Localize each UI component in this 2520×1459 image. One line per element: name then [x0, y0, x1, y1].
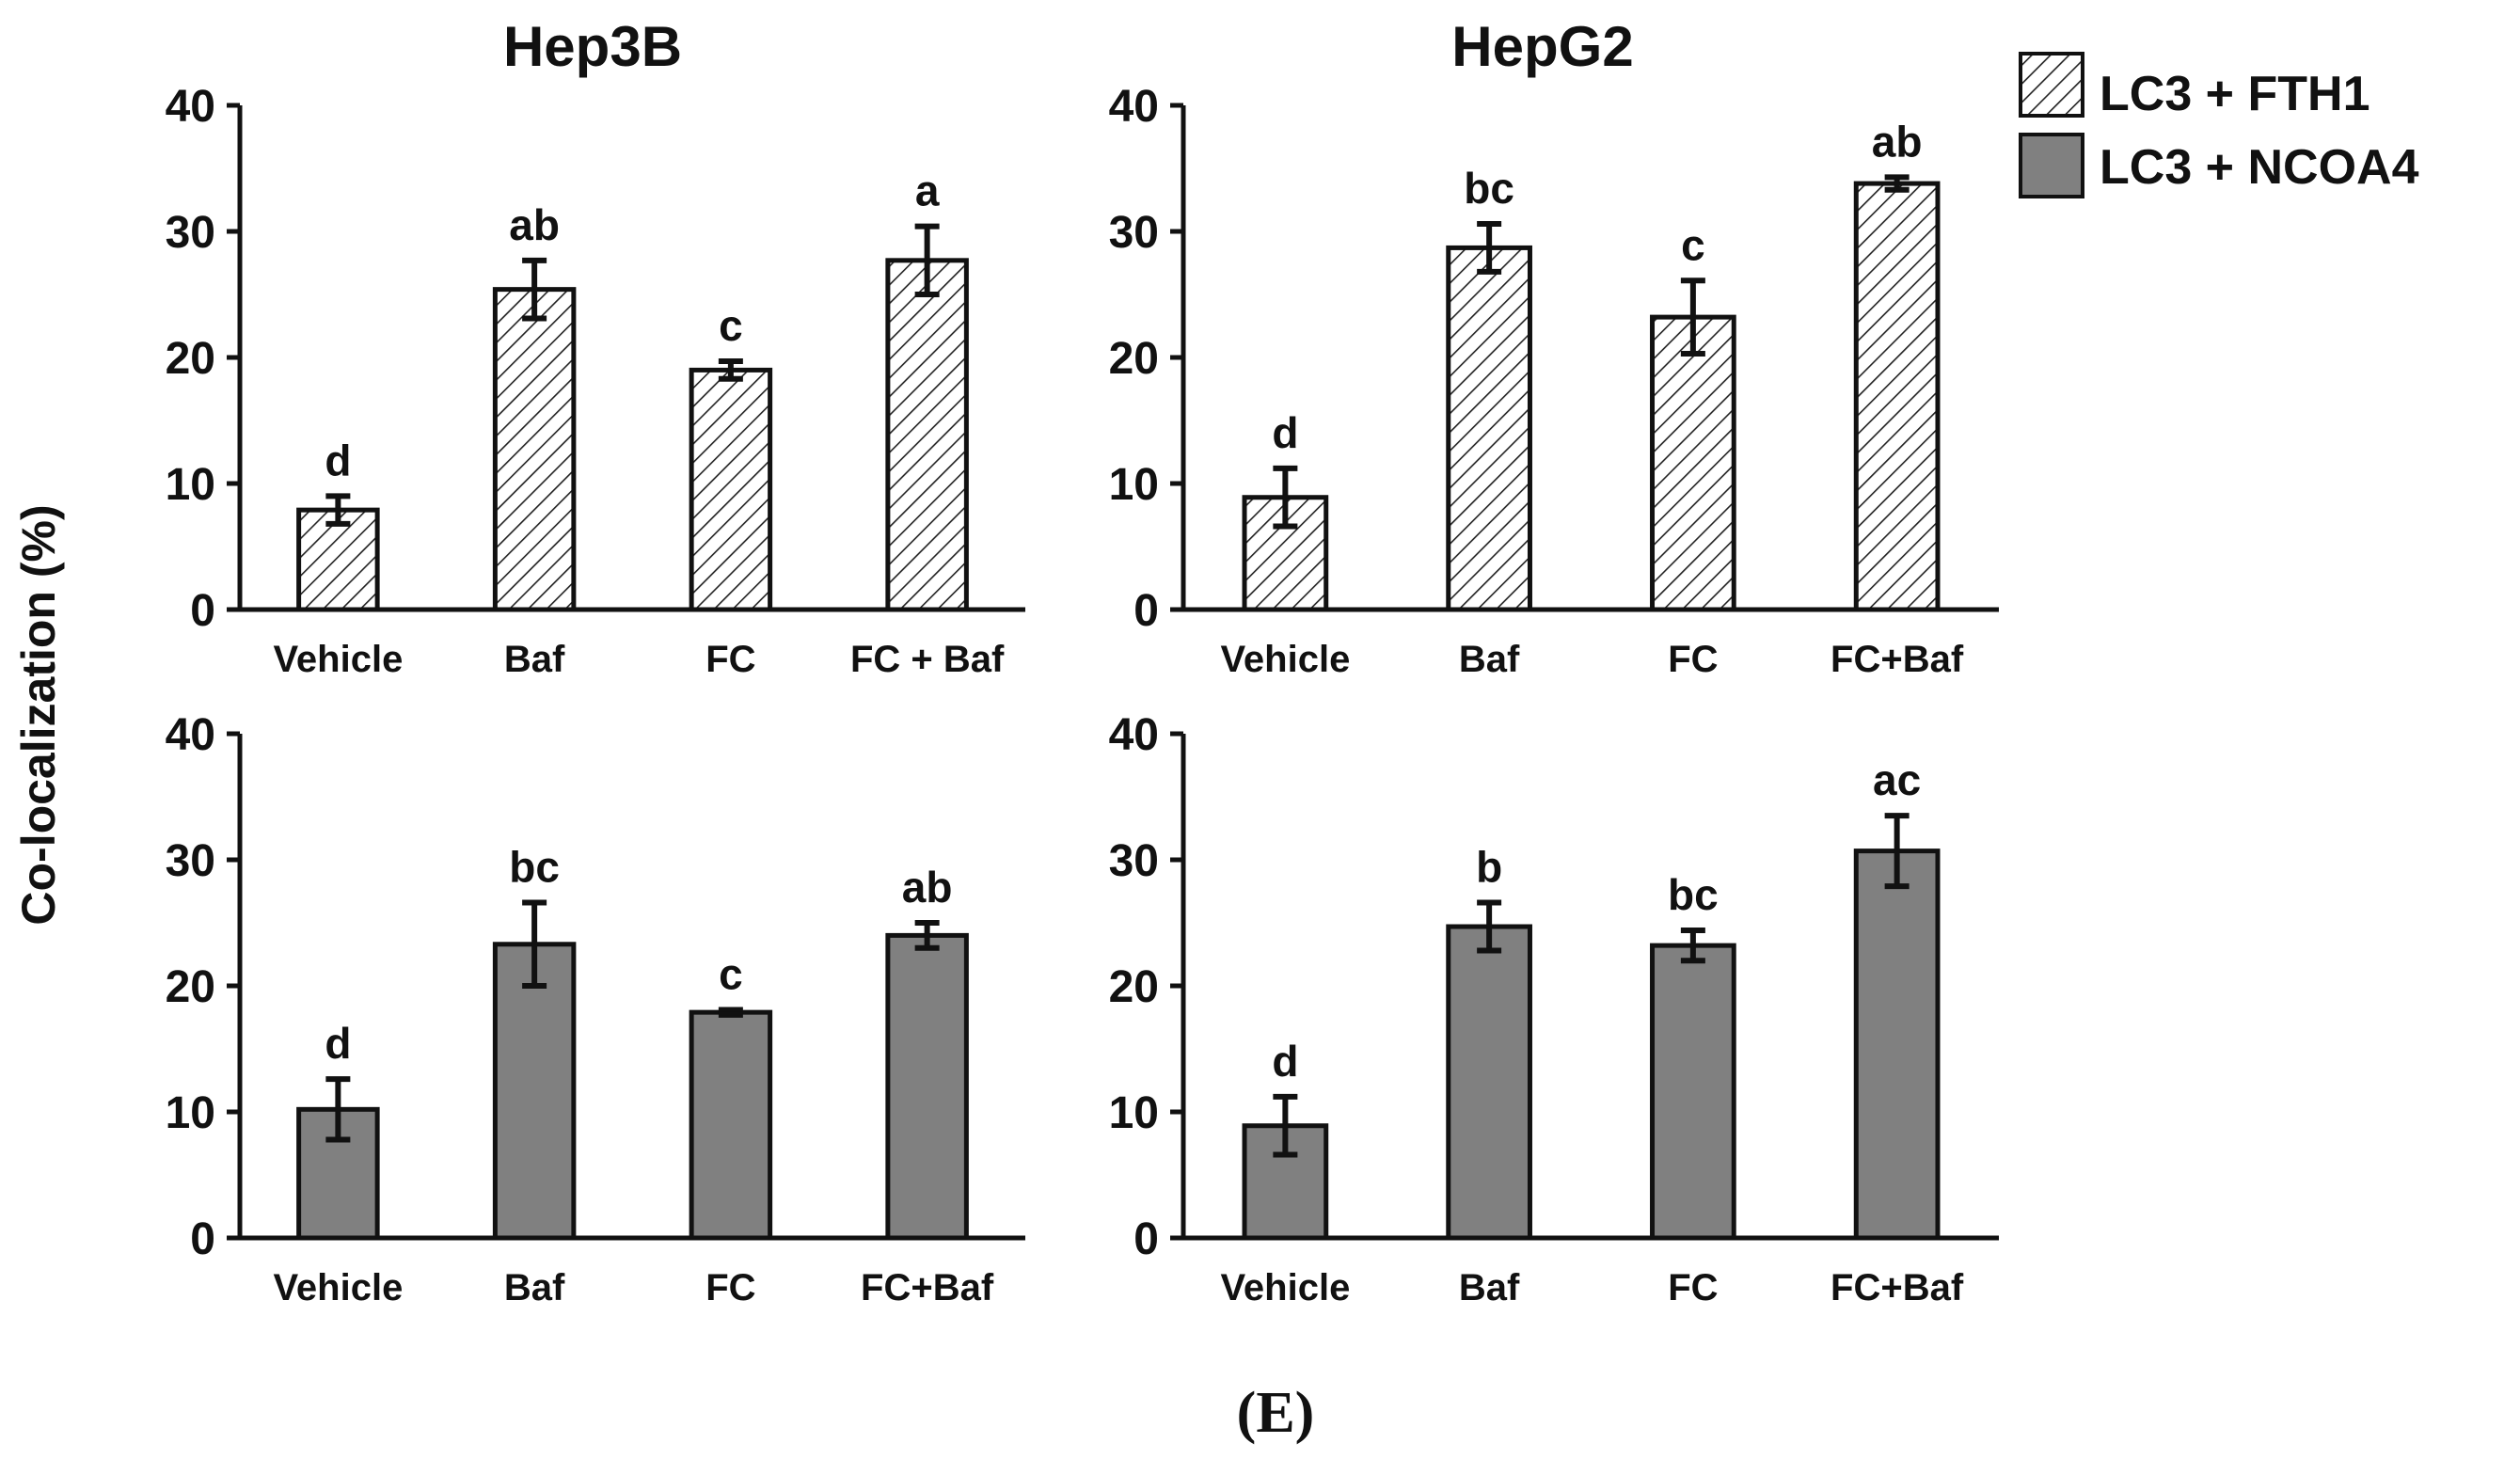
panel-label: (E): [1237, 1381, 1315, 1445]
x-category-label: FC: [705, 1267, 755, 1308]
y-tick-label: 10: [1109, 460, 1159, 510]
x-category-label: Vehicle: [273, 1267, 403, 1308]
significance-label: c: [719, 301, 743, 350]
significance-label: ab: [902, 863, 953, 912]
significance-label: b: [1476, 843, 1502, 892]
y-tick-label: 30: [166, 208, 215, 258]
significance-label: d: [325, 1019, 351, 1068]
y-tick-label: 0: [190, 1214, 215, 1264]
bar-baf: [1446, 245, 1532, 612]
x-category-label: FC: [1668, 1267, 1718, 1308]
chart-panel-bottom-right: 0 10 20 30 40 d Vehicle b Baf bc FC ac FC+Baf: [1109, 710, 1999, 1308]
y-tick-label: 0: [190, 586, 215, 636]
y-tick-label: 10: [166, 1088, 215, 1138]
y-tick-label: 10: [1109, 1088, 1159, 1138]
x-category-label: FC+Baf: [1831, 639, 1964, 680]
x-category-label: FC+Baf: [861, 1267, 994, 1308]
significance-label: c: [719, 949, 743, 998]
y-tick-label: 0: [1133, 586, 1159, 636]
bar-baf: [1446, 924, 1532, 1241]
y-tick-label: 20: [1109, 962, 1159, 1012]
y-tick-label: 40: [1109, 710, 1159, 760]
significance-label: c: [1681, 220, 1705, 269]
bar-fc-baf: [1853, 181, 1941, 612]
bar-baf: [492, 287, 577, 612]
x-category-label: FC: [1668, 639, 1718, 680]
x-category-label: Vehicle: [1220, 639, 1350, 680]
significance-label: ab: [509, 200, 560, 249]
bar-fc-baf: [1853, 848, 1941, 1241]
x-category-label: FC + Baf: [850, 639, 1005, 680]
y-tick-label: 20: [1109, 334, 1159, 384]
x-category-label: FC: [705, 639, 755, 680]
y-tick-label: 20: [166, 962, 215, 1012]
significance-label: d: [1272, 1037, 1298, 1086]
y-tick-label: 30: [166, 836, 215, 886]
significance-label: ac: [1873, 755, 1921, 804]
x-category-label: Baf: [504, 1267, 565, 1308]
y-axis-label: Co-localization (%): [12, 504, 65, 925]
legend-swatch-ncoa4: [2019, 133, 2084, 198]
bar-fc-baf: [885, 932, 969, 1241]
bar-fc: [1650, 314, 1736, 612]
x-category-label: FC+Baf: [1831, 1267, 1964, 1308]
legend-label-fth1: LC3 + FTH1: [2100, 67, 2370, 121]
chart-panel-top-right: HepG2 0 10 20 30 40 d Vehicle bc Baf c FC ab FC+Baf: [1109, 15, 1999, 680]
significance-label: bc: [1668, 870, 1719, 919]
significance-label: a: [915, 167, 940, 215]
x-category-label: Baf: [1459, 1267, 1520, 1308]
x-category-label: Vehicle: [1220, 1267, 1350, 1308]
legend-label-ncoa4: LC3 + NCOA4: [2100, 140, 2419, 195]
panel-title: Hep3B: [503, 15, 682, 78]
y-tick-label: 10: [166, 460, 215, 510]
y-tick-label: 20: [166, 334, 215, 384]
legend-swatch-fth1: [2019, 52, 2084, 118]
panel-title: HepG2: [1451, 15, 1633, 78]
x-category-label: Baf: [1459, 639, 1520, 680]
chart-panel-bottom-left: 0 10 20 30 40 d Vehicle bc Baf c FC ab FC+Baf: [166, 710, 1025, 1308]
y-tick-label: 40: [166, 710, 215, 760]
bar-fc: [689, 367, 773, 612]
bar-fc: [689, 1009, 773, 1241]
y-tick-label: 30: [1109, 208, 1159, 258]
legend: LC3 + FTH1 LC3 + NCOA4: [2019, 52, 2419, 198]
significance-label: d: [1272, 408, 1298, 457]
significance-label: ab: [1872, 117, 1923, 166]
bar-fc-baf: [885, 258, 969, 612]
bar-fc: [1650, 943, 1736, 1241]
y-tick-label: 0: [1133, 1214, 1159, 1264]
y-tick-label: 30: [1109, 836, 1159, 886]
y-tick-label: 40: [166, 82, 215, 132]
y-tick-label: 40: [1109, 82, 1159, 132]
significance-label: d: [325, 436, 351, 484]
x-category-label: Vehicle: [273, 639, 403, 680]
significance-label: bc: [509, 843, 560, 892]
significance-label: bc: [1464, 164, 1514, 213]
chart-panel-top-left: Hep3B 0 10 20 30 40 d Vehicle ab Baf c FC a FC + Baf: [166, 15, 1025, 680]
x-category-label: Baf: [504, 639, 565, 680]
